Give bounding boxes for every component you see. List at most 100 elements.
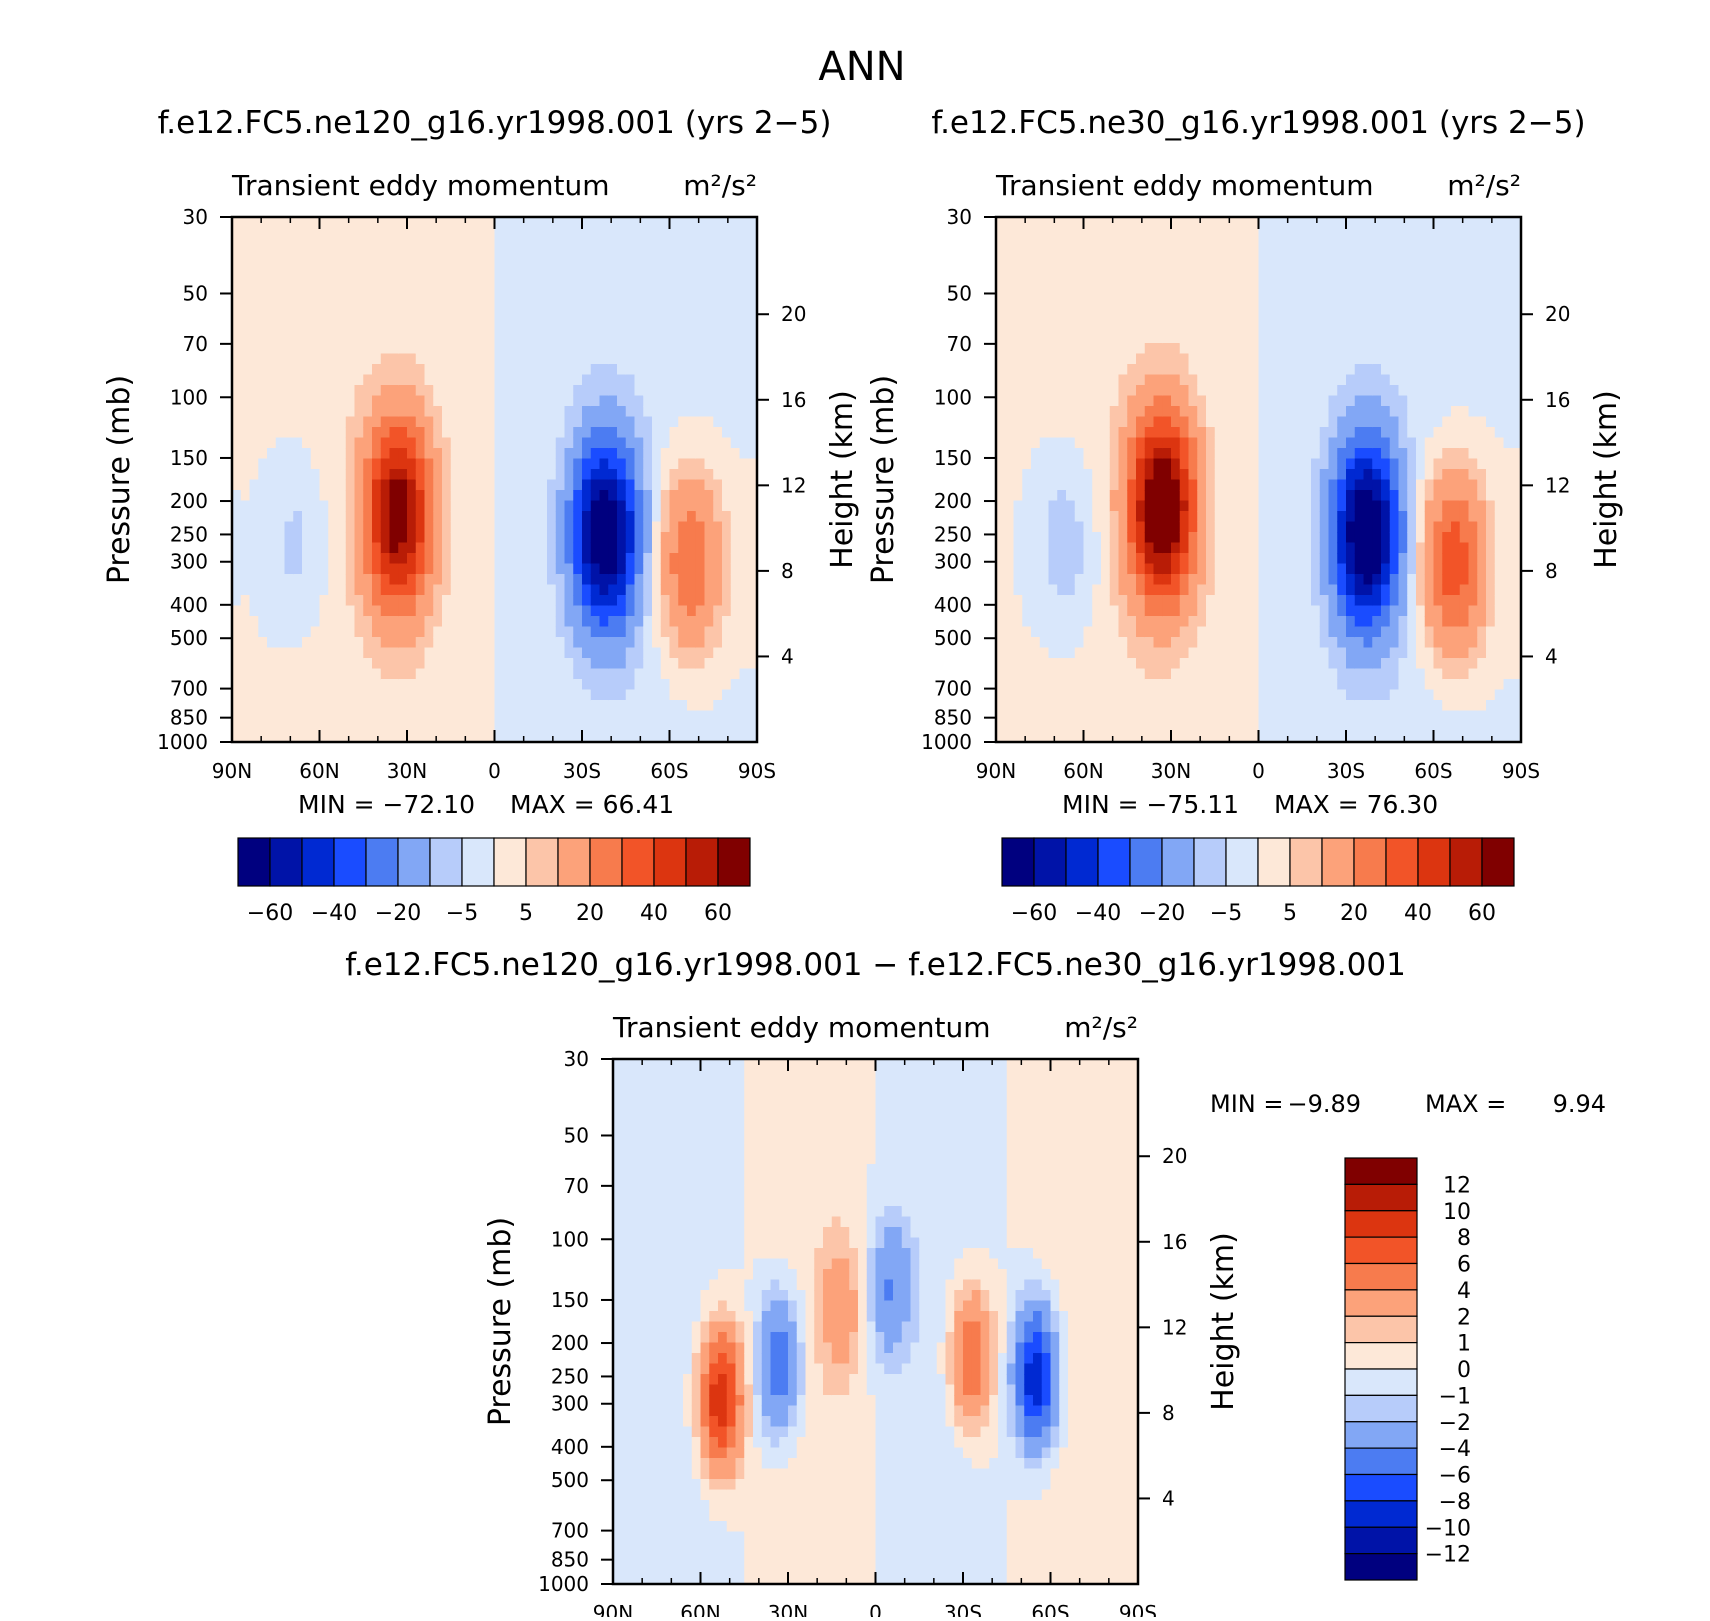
field-cell	[722, 406, 731, 417]
field-cell	[460, 511, 469, 522]
field-cell	[608, 543, 617, 554]
field-cell	[276, 259, 285, 270]
field-cell	[1049, 532, 1058, 543]
field-cell	[495, 574, 504, 585]
field-cell	[512, 574, 521, 585]
field-cell	[355, 543, 364, 554]
field-cell	[1224, 627, 1233, 638]
field-cell	[398, 627, 407, 638]
field-cell	[1232, 385, 1241, 396]
field-cell	[1031, 364, 1040, 375]
field-cell	[1057, 690, 1066, 701]
field-cell	[530, 679, 539, 690]
field-cell	[1285, 637, 1294, 648]
field-cell	[267, 511, 276, 522]
field-cell	[1171, 532, 1180, 543]
field-cell	[1154, 448, 1163, 459]
field-cell	[337, 438, 346, 449]
field-cell	[495, 427, 504, 438]
field-cell	[530, 354, 539, 365]
field-cell	[407, 333, 416, 344]
field-cell	[740, 217, 749, 228]
field-cell	[381, 259, 390, 270]
field-cell	[241, 291, 250, 302]
field-cell	[460, 333, 469, 344]
field-cell	[731, 312, 740, 323]
field-cell	[1040, 690, 1049, 701]
field-cell	[425, 343, 434, 354]
field-cell	[635, 343, 644, 354]
field-cell	[661, 343, 670, 354]
field-cell	[1224, 511, 1233, 522]
field-cell	[1259, 690, 1268, 701]
field-cell	[687, 711, 696, 722]
field-cell	[600, 385, 609, 396]
field-cell	[363, 627, 372, 638]
field-cell	[433, 364, 442, 375]
field-cell	[1075, 627, 1084, 638]
field-cell	[608, 448, 617, 459]
field-cell	[495, 459, 504, 470]
field-cell	[232, 553, 241, 564]
field-cell	[600, 690, 609, 701]
field-cell	[713, 637, 722, 648]
field-cell	[1276, 585, 1285, 596]
field-cell	[1136, 669, 1145, 680]
field-cell	[1154, 690, 1163, 701]
field-cell	[1154, 406, 1163, 417]
field-cell	[617, 480, 626, 491]
field-cell	[1285, 711, 1294, 722]
field-cell	[495, 385, 504, 396]
field-cell	[1145, 532, 1154, 543]
field-cell	[1084, 553, 1093, 564]
field-cell	[1075, 406, 1084, 417]
field-cell	[1285, 364, 1294, 375]
field-cell	[1040, 700, 1049, 711]
field-cell	[1110, 322, 1119, 333]
field-cell	[486, 427, 495, 438]
field-cell	[346, 259, 355, 270]
field-cell	[521, 564, 530, 575]
field-cell	[731, 574, 740, 585]
field-cell	[1022, 312, 1031, 323]
field-cell	[996, 532, 1005, 543]
field-cell	[1049, 280, 1058, 291]
field-cell	[635, 228, 644, 239]
field-cell	[565, 658, 574, 669]
x-tick-label: 60N	[299, 759, 339, 783]
field-cell	[1302, 417, 1311, 428]
field-cell	[696, 427, 705, 438]
field-cell	[1311, 427, 1320, 438]
field-cell	[398, 679, 407, 690]
field-cell	[1119, 459, 1128, 470]
field-cell	[512, 700, 521, 711]
field-cell	[398, 259, 407, 270]
field-cell	[398, 364, 407, 375]
field-cell	[1145, 301, 1154, 312]
field-cell	[425, 595, 434, 606]
field-cell	[1276, 522, 1285, 533]
field-cell	[1215, 564, 1224, 575]
field-cell	[565, 574, 574, 585]
field-cell	[1224, 543, 1233, 554]
field-cell	[293, 648, 302, 659]
field-cell	[608, 679, 617, 690]
field-cell	[1241, 690, 1250, 701]
field-cell	[1294, 270, 1303, 281]
field-cell	[1250, 700, 1259, 711]
field-cell	[1154, 312, 1163, 323]
field-cell	[1276, 532, 1285, 543]
field-cell	[1145, 417, 1154, 428]
field-cell	[1162, 312, 1171, 323]
field-cell	[1040, 679, 1049, 690]
field-cell	[503, 648, 512, 659]
field-cell	[372, 700, 381, 711]
field-cell	[416, 658, 425, 669]
field-cell	[293, 291, 302, 302]
field-cell	[1057, 375, 1066, 386]
field-cell	[1040, 270, 1049, 281]
field-cell	[1136, 522, 1145, 533]
field-cell	[1022, 522, 1031, 533]
field-cell	[1320, 406, 1329, 417]
field-cell	[678, 595, 687, 606]
